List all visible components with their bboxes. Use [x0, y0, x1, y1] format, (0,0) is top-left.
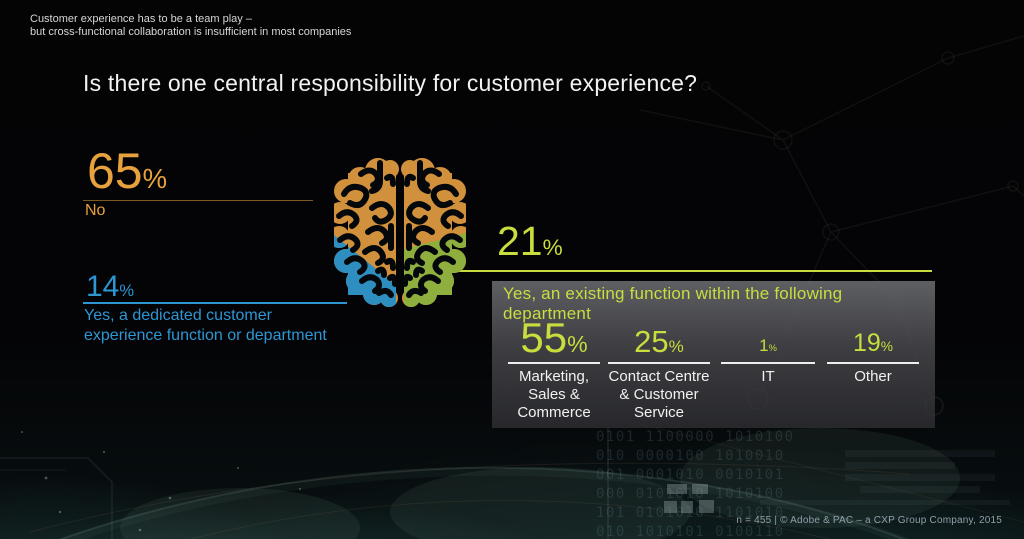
slide-title: Is there one central responsibility for …	[83, 70, 698, 96]
brain-icon	[334, 158, 466, 307]
breakdown-underline	[508, 362, 600, 364]
eyebrow-line-2: but cross-functional collaboration is in…	[30, 26, 352, 38]
breakdown-panel: Yes, an existing function within the fol…	[492, 281, 935, 428]
breakdown-underline	[827, 362, 919, 364]
percent-sign: %	[542, 235, 563, 260]
stat-dedicated-value: 14%	[86, 270, 135, 303]
stat-dedicated-underline	[83, 302, 347, 304]
stat-no-label: No	[85, 202, 106, 219]
breakdown-label: Marketing, Sales & Commerce	[517, 368, 591, 421]
breakdown-value: 55%	[520, 314, 588, 361]
binary-texture: 0101 1100000 1010100 010 0000100 1010010…	[596, 429, 795, 539]
stat-no-value: 65%	[87, 143, 168, 199]
breakdown-value: 19%	[852, 329, 894, 357]
breakdown-column-marketing: 55% Marketing, Sales & Commerce	[508, 307, 600, 422]
breakdown-label: IT	[761, 368, 775, 385]
percent-sign: %	[880, 339, 894, 354]
star-field	[21, 431, 301, 532]
breakdown-label: Other	[854, 368, 892, 385]
percent-sign: %	[768, 343, 777, 353]
continent-shapes	[120, 428, 960, 539]
breakdown-column-it: 1% IT	[721, 307, 815, 386]
eyebrow-line-1: Customer experience has to be a team pla…	[30, 13, 252, 25]
circuit-lines	[0, 428, 609, 539]
breakdown-column-other: 19% Other	[827, 307, 919, 386]
breakdown-label: Contact Centre & Customer Service	[608, 368, 710, 421]
stat-existing-underline	[450, 270, 932, 272]
breakdown-panel-header: Yes, an existing function within the fol…	[503, 284, 843, 323]
flight-lines	[29, 423, 1024, 539]
percent-sign: %	[119, 282, 135, 300]
breakdown-value: 25%	[634, 324, 684, 359]
percent-sign: %	[668, 337, 684, 356]
footnote: n = 455 | © Adobe & PAC – a CXP Group Co…	[736, 515, 1002, 526]
percent-sign: %	[567, 331, 588, 357]
percent-sign: %	[142, 163, 168, 194]
stat-existing-value: 21%	[497, 218, 563, 264]
breakdown-column-contact-centre: 25% Contact Centre & Customer Service	[608, 307, 710, 422]
breakdown-value: 1%	[759, 336, 777, 355]
horizon-arc	[0, 466, 1024, 539]
breakdown-underline	[721, 362, 815, 364]
stat-dedicated-label: Yes, a dedicated customer experience fun…	[84, 307, 327, 344]
stat-no-underline	[83, 200, 313, 201]
breakdown-underline	[608, 362, 710, 364]
hud-rects	[664, 450, 1010, 513]
eyebrow-text: Customer experience has to be a team pla…	[30, 13, 351, 39]
